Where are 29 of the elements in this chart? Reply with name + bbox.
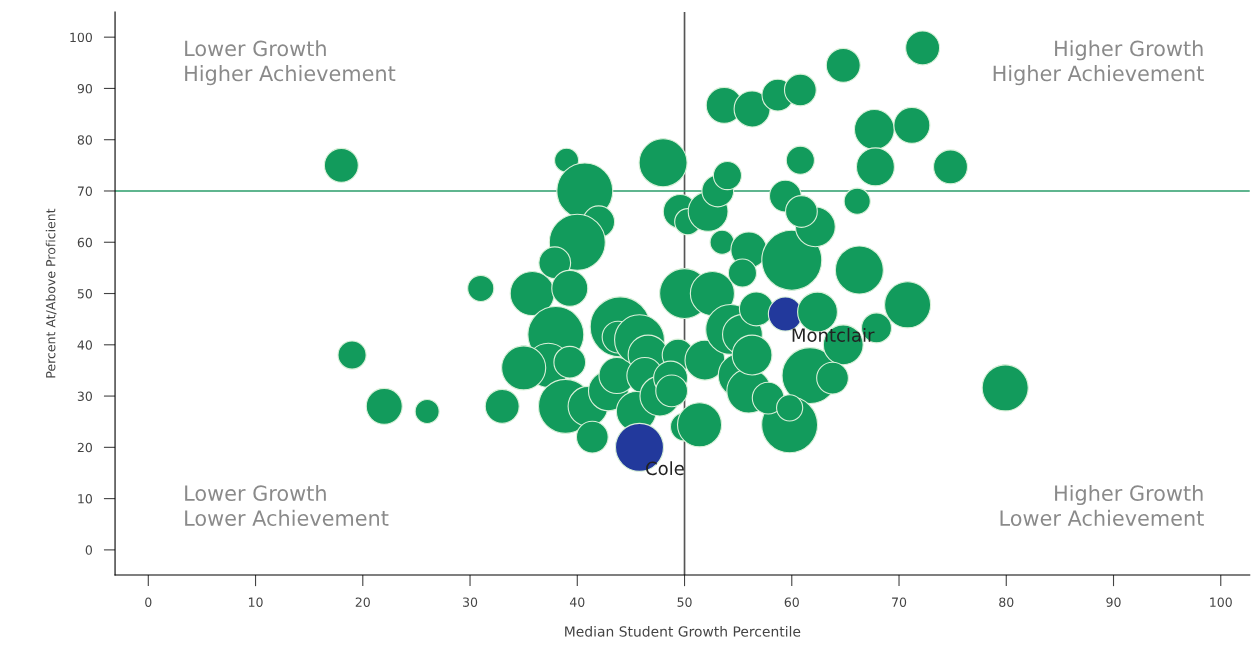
- x-tick-label: 100: [1210, 597, 1232, 607]
- y-tick-label: 20: [77, 442, 92, 453]
- x-tick-label: 40: [569, 597, 585, 607]
- x-tick-label: 80: [999, 597, 1014, 607]
- annotation: Higher Growth Lower Achievement: [1000, 484, 1204, 526]
- y-tick-label: 50: [77, 289, 92, 299]
- annotation: Cole: [646, 461, 684, 476]
- y-axis-title: Percent At/Above Proficient: [45, 208, 57, 378]
- y-tick-label: 40: [77, 340, 92, 350]
- x-tick-label: 0: [145, 597, 152, 607]
- x-axis-title: Median Student Growth Percentile: [565, 625, 801, 637]
- annotation: Lower Growth Lower Achievement: [185, 484, 389, 526]
- x-tick-label: 20: [355, 597, 370, 607]
- y-tick-label: 60: [77, 237, 92, 248]
- x-tick-label: 10: [248, 597, 263, 607]
- annotation: Higher Growth Higher Achievement: [993, 40, 1204, 86]
- x-tick-label: 90: [1106, 597, 1121, 607]
- y-tick-label: 30: [77, 391, 92, 401]
- x-tick-label: 30: [463, 597, 478, 607]
- y-tick-label: 0: [85, 545, 92, 555]
- x-tick-label: 60: [784, 597, 799, 607]
- y-tick-label: 80: [77, 135, 92, 145]
- y-tick-label: 10: [78, 494, 92, 504]
- x-tick-label: 70: [892, 597, 907, 607]
- annotation: Lower Growth Higher Achievement: [185, 40, 396, 86]
- y-tick-label: 90: [77, 83, 92, 94]
- y-tick-label: 70: [77, 186, 92, 196]
- y-tick-label: 100: [70, 32, 92, 43]
- x-tick-label: 50: [677, 597, 692, 607]
